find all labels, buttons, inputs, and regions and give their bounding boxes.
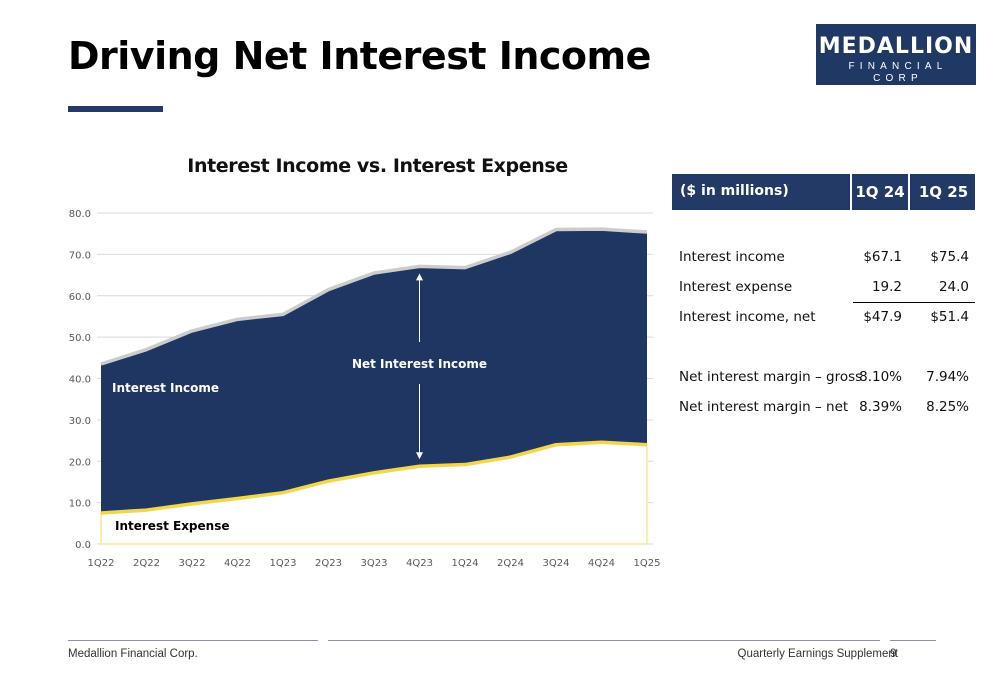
footer-company: Medallion Financial Corp. <box>68 648 198 660</box>
x-tick-label: 1Q25 <box>634 558 661 569</box>
x-tick-label: 3Q22 <box>179 558 206 569</box>
annotation-arrow-up-head <box>416 273 423 281</box>
row-label: Interest expense <box>679 279 793 295</box>
row-label: Net interest margin – gross <box>679 369 863 385</box>
y-tick-label: 30.0 <box>69 416 91 427</box>
table-header: ($ in millions) 1Q 24 1Q 25 <box>672 174 975 210</box>
row-value-1q24: 8.39% <box>859 399 902 415</box>
row-label: Interest income, net <box>679 309 816 325</box>
table-row: Interest income, net $47.9 $51.4 <box>672 306 975 330</box>
interest-income-label: Interest Income <box>112 381 219 395</box>
logo-wordmark: MEDALLION <box>818 34 974 59</box>
page-number: 9 <box>890 648 897 660</box>
interest-expense-line <box>100 440 648 515</box>
row-value-1q24: 19.2 <box>871 279 902 295</box>
table-row: Interest expense 19.2 24.0 <box>672 276 975 300</box>
x-tick-label: 2Q23 <box>315 558 342 569</box>
x-tick-label: 1Q23 <box>270 558 297 569</box>
logo-subtitle: FINANCIAL CORP <box>848 61 948 84</box>
company-logo: MEDALLION FINANCIAL CORP <box>816 24 976 85</box>
row-value-1q24: 8.10% <box>859 369 902 385</box>
table-header-col2: 1Q 25 <box>908 174 977 210</box>
footer-document-title: Quarterly Earnings Supplement <box>737 648 898 660</box>
title-accent-bar <box>68 106 163 112</box>
y-tick-label: 80.0 <box>69 209 91 220</box>
x-tick-label: 4Q24 <box>588 558 615 569</box>
footer-divider <box>68 640 318 641</box>
x-tick-label: 1Q24 <box>452 558 479 569</box>
x-tick-label: 4Q22 <box>224 558 251 569</box>
x-tick-label: 2Q24 <box>497 558 524 569</box>
y-tick-label: 40.0 <box>69 375 91 386</box>
table-row: Net interest margin – net 8.39% 8.25% <box>672 396 975 420</box>
row-label: Net interest margin – net <box>679 399 849 415</box>
x-tick-label: 1Q22 <box>88 558 115 569</box>
interest-income-line <box>100 227 648 366</box>
row-value-1q25: 8.25% <box>926 399 969 415</box>
row-value-1q25: $75.4 <box>930 249 969 265</box>
interest-expense-label: Interest Expense <box>115 519 230 533</box>
page-title: Driving Net Interest Income <box>68 34 651 78</box>
y-tick-label: 50.0 <box>69 333 91 344</box>
row-value-1q25: $51.4 <box>930 309 969 325</box>
y-tick-label: 70.0 <box>69 250 91 261</box>
footer-divider <box>890 640 936 641</box>
x-tick-label: 3Q24 <box>543 558 570 569</box>
net-interest-income-annotation: Net Interest Income <box>352 357 487 371</box>
row-value-1q25: 7.94% <box>926 369 969 385</box>
y-tick-label: 0.0 <box>75 540 91 551</box>
table-header-col1: 1Q 24 <box>850 174 908 210</box>
x-tick-label: 2Q22 <box>133 558 160 569</box>
subtotal-rule <box>853 302 975 303</box>
x-tick-label: 4Q23 <box>406 558 433 569</box>
row-label: Interest income <box>679 249 785 265</box>
chart-title: Interest Income vs. Interest Expense <box>187 155 568 177</box>
row-value-1q24: $67.1 <box>863 249 902 265</box>
table-row: Net interest margin – gross 8.10% 7.94% <box>672 366 975 390</box>
y-tick-label: 60.0 <box>69 292 91 303</box>
table-header-units: ($ in millions) <box>680 183 789 199</box>
y-tick-label: 20.0 <box>69 457 91 468</box>
y-tick-label: 10.0 <box>69 499 91 510</box>
annotation-arrow-down-head <box>416 452 423 460</box>
footer-divider <box>328 640 880 641</box>
row-value-1q24: $47.9 <box>863 309 902 325</box>
x-tick-label: 3Q23 <box>361 558 388 569</box>
table-row: Interest income $67.1 $75.4 <box>672 246 975 270</box>
row-value-1q25: 24.0 <box>938 279 969 295</box>
